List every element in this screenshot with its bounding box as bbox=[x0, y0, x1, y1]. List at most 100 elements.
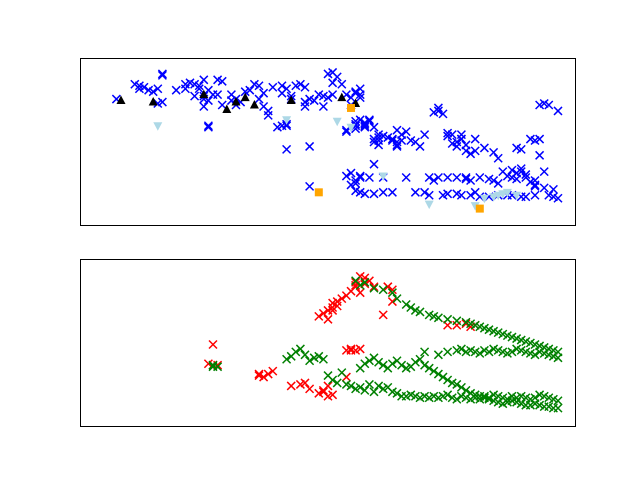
data-point-x-marker bbox=[360, 119, 370, 129]
data-point-x-marker bbox=[433, 369, 443, 379]
data-point-x-marker bbox=[328, 67, 338, 77]
data-point-x-marker bbox=[452, 172, 462, 183]
data-point-x-marker bbox=[387, 134, 397, 144]
data-point-x-marker bbox=[337, 368, 347, 378]
data-point-triangle-up-marker bbox=[337, 92, 347, 102]
data-point-x-marker bbox=[489, 175, 499, 186]
data-point-triangle-up-marker bbox=[222, 104, 232, 113]
data-point-x-marker bbox=[374, 357, 384, 367]
data-point-x-marker bbox=[443, 390, 453, 400]
data-point-x-marker bbox=[461, 146, 471, 156]
data-point-x-marker bbox=[213, 362, 223, 372]
data-point-x-marker bbox=[203, 122, 213, 132]
data-point-x-marker bbox=[530, 175, 540, 186]
data-point-x-marker bbox=[452, 141, 462, 151]
data-point-x-marker bbox=[305, 384, 315, 394]
data-point-x-marker bbox=[259, 88, 269, 98]
data-point-x-marker bbox=[323, 93, 333, 103]
data-point-x-marker bbox=[516, 164, 526, 174]
data-point-x-marker bbox=[452, 316, 462, 326]
data-point-x-marker bbox=[420, 347, 430, 357]
data-point-x-marker bbox=[392, 137, 402, 147]
data-point-x-marker bbox=[461, 385, 471, 395]
data-point-x-marker bbox=[548, 184, 558, 194]
data-point-x-marker bbox=[539, 167, 549, 177]
data-point-x-marker bbox=[217, 100, 227, 110]
data-point-x-marker bbox=[530, 350, 540, 360]
data-point-x-marker bbox=[282, 84, 292, 94]
data-point-x-marker bbox=[203, 121, 213, 131]
data-point-x-marker bbox=[443, 172, 453, 183]
data-point-x-marker bbox=[314, 311, 324, 321]
data-point-x-marker bbox=[360, 385, 370, 395]
data-point-triangle-up-marker bbox=[286, 95, 296, 105]
data-point-x-marker bbox=[521, 172, 531, 183]
data-point-x-marker bbox=[456, 382, 466, 392]
data-point-x-marker bbox=[553, 106, 563, 116]
top-plot-area bbox=[111, 67, 563, 213]
data-point-x-marker bbox=[194, 84, 204, 94]
data-point-x-marker bbox=[364, 379, 374, 389]
data-point-x-marker bbox=[346, 345, 356, 355]
data-point-x-marker bbox=[420, 130, 430, 140]
data-point-x-marker bbox=[406, 302, 416, 313]
data-point-x-marker bbox=[360, 277, 370, 287]
data-point-x-marker bbox=[369, 122, 379, 132]
top-scatter-axes bbox=[80, 58, 576, 226]
data-point-x-marker bbox=[461, 172, 471, 183]
data-point-triangle-down-marker bbox=[332, 117, 342, 127]
data-point-x-marker bbox=[415, 141, 425, 151]
data-point-x-marker bbox=[314, 351, 324, 361]
data-point-x-marker bbox=[378, 360, 388, 370]
data-point-x-marker bbox=[489, 147, 499, 157]
data-point-x-marker bbox=[328, 302, 338, 313]
data-point-x-marker bbox=[254, 369, 264, 379]
data-point-x-marker bbox=[323, 391, 333, 401]
data-point-x-marker bbox=[130, 79, 140, 89]
data-point-x-marker bbox=[282, 144, 292, 154]
data-point-x-marker bbox=[346, 168, 356, 178]
data-point-x-marker bbox=[341, 291, 351, 301]
data-point-x-marker bbox=[323, 305, 333, 315]
data-point-x-marker bbox=[466, 175, 476, 186]
data-point-x-marker bbox=[475, 348, 485, 358]
data-point-triangle-down-marker bbox=[282, 116, 292, 125]
data-point-x-marker bbox=[438, 109, 448, 119]
data-point-x-marker bbox=[369, 282, 379, 292]
data-point-x-marker bbox=[337, 294, 347, 304]
data-point-x-marker bbox=[378, 310, 388, 320]
data-point-x-marker bbox=[199, 75, 209, 85]
data-point-x-marker bbox=[171, 85, 181, 95]
data-point-x-marker bbox=[318, 354, 328, 364]
data-point-x-marker bbox=[190, 91, 200, 101]
data-point-x-marker bbox=[553, 396, 563, 406]
data-point-x-marker bbox=[521, 192, 531, 202]
data-point-x-marker bbox=[268, 82, 278, 92]
data-point-x-marker bbox=[516, 167, 526, 177]
data-point-x-marker bbox=[309, 96, 319, 106]
data-point-x-marker bbox=[544, 100, 554, 110]
data-point-x-marker bbox=[383, 282, 393, 292]
data-point-x-marker bbox=[521, 170, 531, 180]
data-point-triangle-up-marker bbox=[199, 89, 209, 99]
data-point-x-marker bbox=[259, 372, 269, 382]
data-point-x-marker bbox=[429, 366, 439, 376]
data-point-x-marker bbox=[300, 82, 310, 92]
data-point-square-marker bbox=[347, 103, 355, 112]
data-point-triangle-up-marker bbox=[116, 95, 126, 105]
data-point-x-marker bbox=[535, 134, 545, 144]
data-point-x-marker bbox=[245, 85, 255, 95]
data-point-x-marker bbox=[194, 81, 204, 91]
data-point-x-marker bbox=[507, 165, 517, 175]
data-point-x-marker bbox=[456, 190, 466, 200]
data-point-x-marker bbox=[452, 394, 462, 404]
data-point-x-marker bbox=[456, 344, 466, 354]
data-point-x-marker bbox=[443, 375, 453, 385]
series-3-square-markers bbox=[314, 103, 484, 213]
data-point-x-marker bbox=[420, 360, 430, 370]
data-point-x-marker bbox=[456, 134, 466, 144]
data-point-x-marker bbox=[387, 285, 397, 295]
data-point-x-marker bbox=[323, 381, 333, 391]
data-point-x-marker bbox=[374, 381, 384, 391]
data-point-x-marker bbox=[433, 350, 443, 360]
